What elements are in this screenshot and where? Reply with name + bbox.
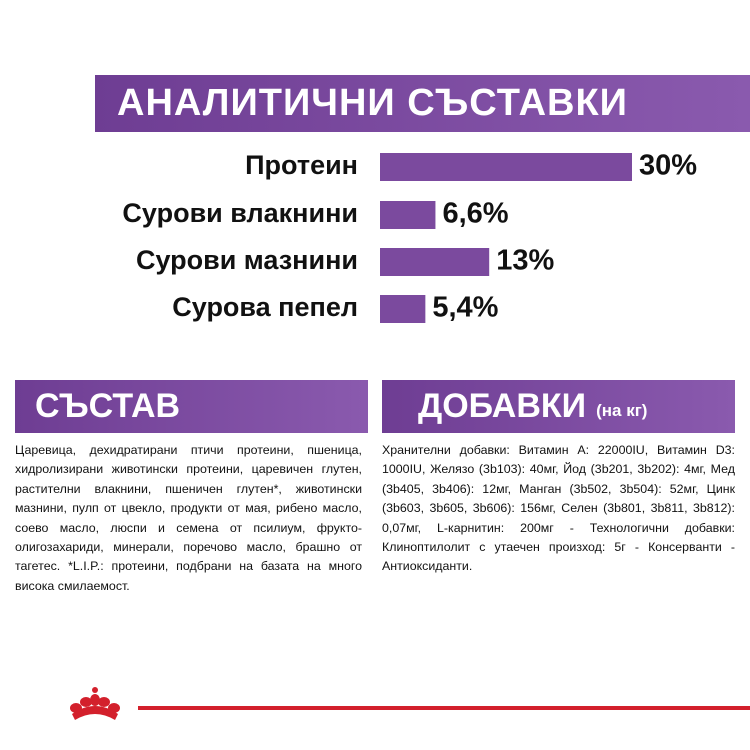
composition-text: Царевица, дехидратирани птичи протеини, … [15, 443, 362, 593]
bar [380, 295, 426, 323]
additives-band: ДОБАВКИ (на кг) [382, 380, 735, 433]
additives-unit: (на кг) [596, 400, 648, 420]
bar [380, 153, 632, 181]
category-label: Сурови мазнини [136, 245, 358, 275]
footer-line [138, 706, 750, 710]
value-label: 30% [639, 150, 697, 182]
value-label: 13% [496, 245, 554, 277]
crown-logo [70, 687, 120, 720]
chart: Протеин 30% Сурови влакнини 6,6% Сурови мазн… [122, 150, 697, 324]
composition-title: СЪСТАВ [35, 387, 181, 425]
value-label: 6,6% [442, 198, 508, 230]
category-label: Сурови влакнини [122, 198, 358, 228]
value-label: 5,4% [432, 292, 498, 324]
category-label: Сурова пепел [172, 292, 358, 322]
bar [380, 201, 436, 229]
title-band: АНАЛИТИЧНИ СЪСТАВКИ [95, 75, 750, 132]
category-label: Протеин [245, 150, 358, 180]
chart-title: АНАЛИТИЧНИ СЪСТАВКИ [117, 82, 628, 124]
footer-logo [70, 687, 750, 720]
additives-text: Хранителни добавки: Витамин А: 22000IU, … [382, 443, 735, 574]
bar [380, 248, 490, 276]
composition-band: СЪСТАВ [15, 380, 368, 433]
additives-title: ДОБАВКИ [418, 387, 587, 425]
